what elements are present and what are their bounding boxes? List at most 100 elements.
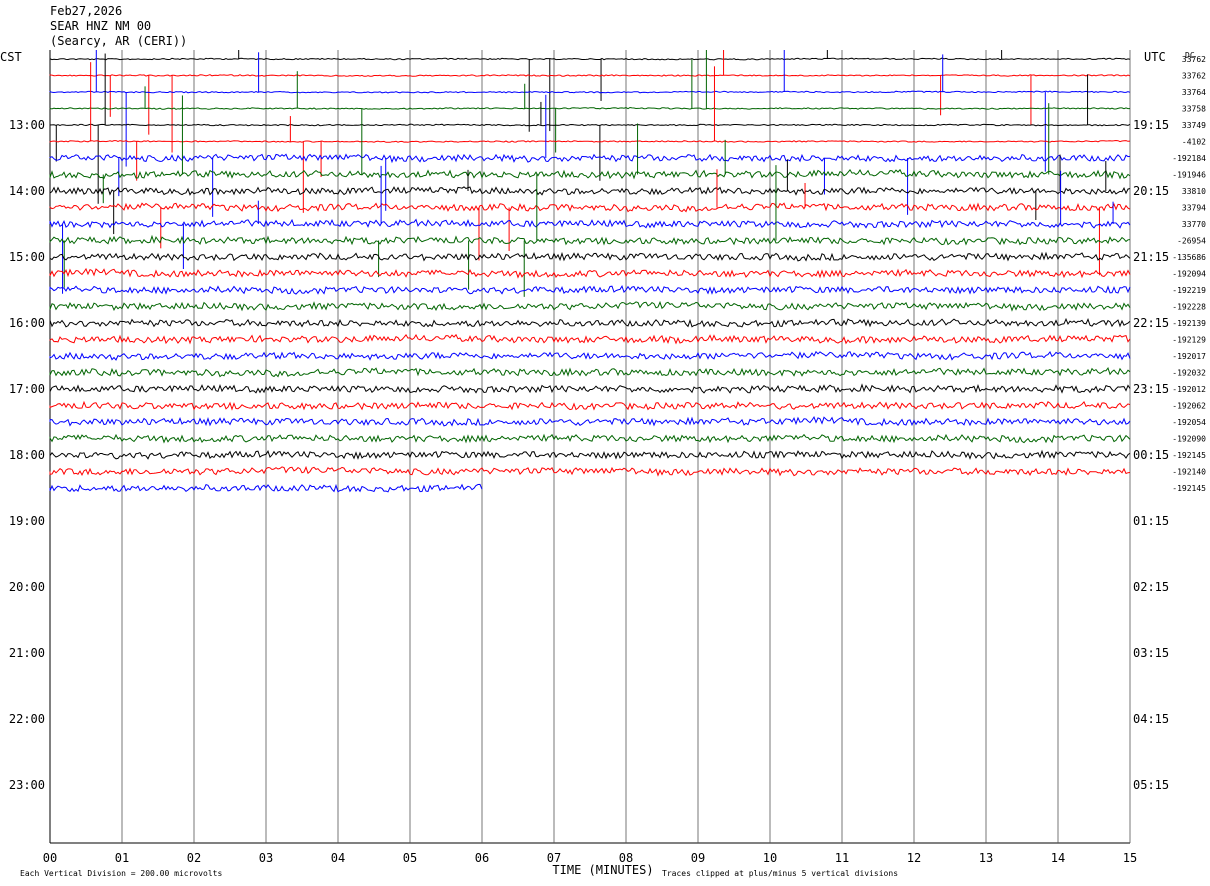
x-tick-label: 13 xyxy=(979,851,993,865)
seismic-trace xyxy=(49,186,1131,196)
x-tick-label: 10 xyxy=(763,851,777,865)
utc-hour-label: 22:15 xyxy=(1133,316,1169,330)
dc-offset-label: 33794 xyxy=(1182,204,1206,213)
seismic-trace xyxy=(49,251,1131,262)
x-tick-label: 00 xyxy=(43,851,57,865)
cst-hour-label: 22:00 xyxy=(9,712,45,726)
x-tick-label: 05 xyxy=(403,851,417,865)
dc-offset-label: -135686 xyxy=(1172,253,1206,262)
seismic-trace xyxy=(49,416,1131,427)
cst-hour-label: 14:00 xyxy=(9,184,45,198)
dc-offset-label: -192032 xyxy=(1172,369,1206,378)
dc-label: DC xyxy=(1185,51,1195,60)
seismic-trace xyxy=(49,483,483,493)
dc-offset-label: -192228 xyxy=(1172,303,1206,312)
seismic-trace xyxy=(49,106,1130,110)
utc-hour-label: 04:15 xyxy=(1133,712,1169,726)
seismic-trace xyxy=(49,367,1131,378)
x-tick-label: 12 xyxy=(907,851,921,865)
utc-hour-label: 20:15 xyxy=(1133,184,1169,198)
x-tick-label: 09 xyxy=(691,851,705,865)
seismic-trace xyxy=(49,317,1131,328)
seismic-trace xyxy=(49,218,1131,229)
x-tick-label: 15 xyxy=(1123,851,1137,865)
utc-hour-label: 21:15 xyxy=(1133,250,1169,264)
seismic-trace xyxy=(49,57,1131,61)
dc-offset-label: -192145 xyxy=(1172,451,1206,460)
minute-grid xyxy=(49,50,1131,844)
x-tick-label: 11 xyxy=(835,851,849,865)
seismic-trace xyxy=(49,74,1131,77)
cst-hour-label: 18:00 xyxy=(9,448,45,462)
cst-hour-label: 19:00 xyxy=(9,514,45,528)
x-tick-label: 02 xyxy=(187,851,201,865)
dc-offset-label: -192129 xyxy=(1172,336,1206,345)
seismic-trace xyxy=(49,139,1131,143)
x-tick-label: 08 xyxy=(619,851,633,865)
dc-offset-label: 33770 xyxy=(1182,220,1206,229)
utc-hour-label: 05:15 xyxy=(1133,778,1169,792)
seismic-trace xyxy=(49,267,1131,279)
x-axis-title: TIME (MINUTES) xyxy=(552,863,653,877)
dc-offset-label: 33762 xyxy=(1182,55,1206,64)
clipping-note: Traces clipped at plus/minus 5 vertical … xyxy=(662,869,898,878)
seismic-traces xyxy=(49,50,1131,493)
seismic-trace xyxy=(49,350,1131,361)
cst-hour-label: 13:00 xyxy=(9,118,45,132)
cst-hour-label: 20:00 xyxy=(9,580,45,594)
dc-offset-label: 33764 xyxy=(1182,88,1206,97)
cst-axis-label: CST xyxy=(0,50,22,64)
dc-offset-label: -192139 xyxy=(1172,319,1206,328)
seismic-trace xyxy=(49,234,1131,246)
station-code: SEAR HNZ NM 00 xyxy=(50,19,152,33)
dc-offset-label: 33762 xyxy=(1182,72,1206,81)
seismic-trace xyxy=(49,449,1131,460)
utc-axis-label: UTC xyxy=(1144,50,1166,64)
x-tick-label: 03 xyxy=(259,851,273,865)
seismic-trace xyxy=(49,333,1131,345)
utc-hour-label: 02:15 xyxy=(1133,580,1169,594)
dc-offset-label: -191946 xyxy=(1172,171,1206,180)
dc-offset-label: -192140 xyxy=(1172,468,1206,477)
seismic-trace xyxy=(49,383,1131,394)
cst-hour-label: 16:00 xyxy=(9,316,45,330)
seismic-trace xyxy=(49,153,1131,164)
seismic-trace xyxy=(49,465,1131,477)
dc-offset-label: -192012 xyxy=(1172,385,1206,394)
seismic-trace xyxy=(49,90,1131,94)
seismic-trace xyxy=(49,202,1131,213)
utc-hour-label: 19:15 xyxy=(1133,118,1169,132)
x-tick-label: 07 xyxy=(547,851,561,865)
x-tick-label: 14 xyxy=(1051,851,1065,865)
utc-hour-label: 01:15 xyxy=(1133,514,1169,528)
dc-offset-label: -192184 xyxy=(1172,154,1206,163)
x-tick-label: 01 xyxy=(115,851,129,865)
utc-hour-label: 03:15 xyxy=(1133,646,1169,660)
utc-hour-label: 23:15 xyxy=(1133,382,1169,396)
dc-offset-label: -192145 xyxy=(1172,484,1206,493)
cst-hour-label: 15:00 xyxy=(9,250,45,264)
axis-labels: 00 01 02 03 04 05 06 07 08 09 10 11 12 13 14 15 TIME (MI… xyxy=(0,50,1206,878)
station-location: (Searcy, AR (CERI)) xyxy=(50,34,188,48)
seismic-trace xyxy=(49,168,1131,180)
dc-offset-label: -192054 xyxy=(1172,418,1206,427)
seismic-trace xyxy=(49,433,1131,444)
x-tick-label: 04 xyxy=(331,851,345,865)
dc-offset-label: -192219 xyxy=(1172,286,1206,295)
dc-offset-label: 33749 xyxy=(1182,121,1206,130)
dc-offset-label: -192062 xyxy=(1172,402,1206,411)
cst-hour-label: 23:00 xyxy=(9,778,45,792)
dc-offset-label: 33758 xyxy=(1182,105,1206,114)
dc-offset-label: -4102 xyxy=(1182,138,1206,147)
seismic-trace xyxy=(49,300,1131,312)
seismic-trace xyxy=(49,400,1131,411)
utc-hour-label: 00:15 xyxy=(1133,448,1169,462)
cst-hour-label: 17:00 xyxy=(9,382,45,396)
dc-offset-label: -192090 xyxy=(1172,435,1206,444)
seismic-trace xyxy=(49,123,1131,127)
vertical-scale-note: Each Vertical Division = 200.00 microvol… xyxy=(20,869,222,878)
dc-offset-label: -192094 xyxy=(1172,270,1206,279)
dc-offset-label: 33810 xyxy=(1182,187,1206,196)
plot-date: Feb27,2026 xyxy=(50,4,123,18)
